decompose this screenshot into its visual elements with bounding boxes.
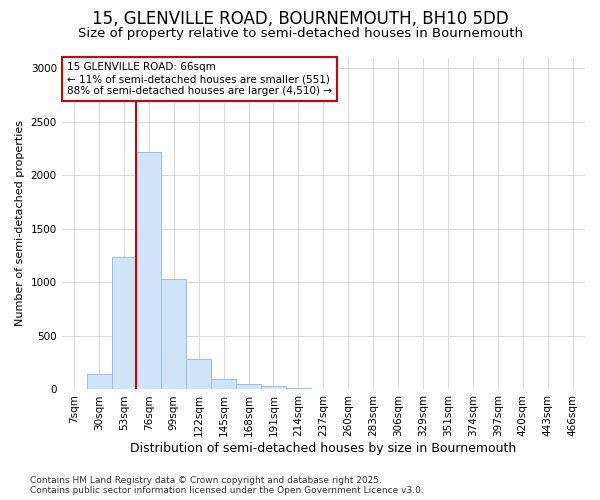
Bar bbox=[236, 384, 261, 390]
Bar bbox=[62, 389, 86, 390]
Bar bbox=[161, 279, 186, 390]
Y-axis label: Number of semi-detached properties: Number of semi-detached properties bbox=[15, 120, 25, 326]
Bar bbox=[186, 360, 211, 390]
Bar bbox=[211, 379, 236, 390]
Text: 15, GLENVILLE ROAD, BOURNEMOUTH, BH10 5DD: 15, GLENVILLE ROAD, BOURNEMOUTH, BH10 5D… bbox=[92, 10, 508, 28]
Bar bbox=[286, 388, 311, 390]
Bar bbox=[136, 152, 161, 390]
Text: Contains HM Land Registry data © Crown copyright and database right 2025.
Contai: Contains HM Land Registry data © Crown c… bbox=[30, 476, 424, 495]
Bar bbox=[311, 389, 336, 390]
Text: Size of property relative to semi-detached houses in Bournemouth: Size of property relative to semi-detach… bbox=[77, 28, 523, 40]
Text: 15 GLENVILLE ROAD: 66sqm
← 11% of semi-detached houses are smaller (551)
88% of : 15 GLENVILLE ROAD: 66sqm ← 11% of semi-d… bbox=[67, 62, 332, 96]
Bar bbox=[261, 386, 286, 390]
Bar bbox=[86, 374, 112, 390]
X-axis label: Distribution of semi-detached houses by size in Bournemouth: Distribution of semi-detached houses by … bbox=[130, 442, 517, 455]
Bar bbox=[112, 256, 136, 390]
